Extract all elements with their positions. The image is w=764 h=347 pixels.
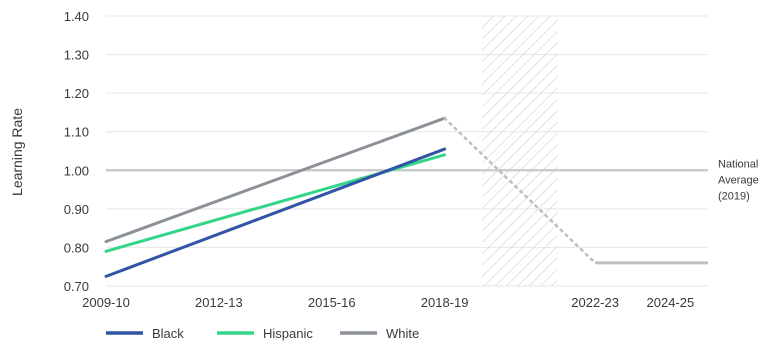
x-tick-label: 2024-25 xyxy=(647,295,695,310)
y-tick-label: 0.80 xyxy=(64,240,89,255)
reference-line-label-line: (2019) xyxy=(718,190,750,202)
y-tick-label: 1.10 xyxy=(64,125,89,140)
reference-line-label-line: Average xyxy=(718,174,759,186)
series-lines xyxy=(104,116,447,278)
y-tick-label: 1.00 xyxy=(64,163,89,178)
x-axis-ticks: 2009-10 2012-13 2015-16 2018-19 2022-23 2024-… xyxy=(82,295,694,310)
legend: Black Hispanic White xyxy=(106,326,419,341)
x-tick-label: 2009-10 xyxy=(82,295,130,310)
y-tick-label: 1.40 xyxy=(64,9,89,24)
legend-label-black: Black xyxy=(152,326,184,341)
reference-line-label-line: National xyxy=(718,158,758,170)
y-tick-label: 1.30 xyxy=(64,48,89,63)
series-line-black xyxy=(104,147,447,278)
y-tick-label: 0.90 xyxy=(64,202,89,217)
x-tick-label: 2022-23 xyxy=(571,295,619,310)
grid xyxy=(106,15,708,287)
y-axis-label: Learning Rate xyxy=(9,108,25,196)
reference-line-group: National Average (2019) xyxy=(106,158,759,202)
x-tick-label: 2018-19 xyxy=(421,295,469,310)
x-tick-label: 2012-13 xyxy=(195,295,243,310)
reference-line-label: National Average (2019) xyxy=(718,158,759,202)
projection-dotted-line xyxy=(443,116,597,265)
x-tick-label: 2015-16 xyxy=(308,295,356,310)
y-tick-label: 0.70 xyxy=(64,279,89,294)
series-line-white xyxy=(104,116,447,244)
hatched-gap-region xyxy=(482,16,558,286)
legend-label-hispanic: Hispanic xyxy=(263,326,313,341)
y-axis-ticks: 0.70 0.80 0.90 1.00 1.10 1.20 1.30 1.40 xyxy=(64,9,89,294)
y-tick-label: 1.20 xyxy=(64,86,89,101)
projection-lines xyxy=(443,116,708,265)
legend-label-white: White xyxy=(386,326,419,341)
shaded-region xyxy=(482,16,558,286)
